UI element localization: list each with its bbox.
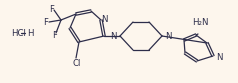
Text: F: F bbox=[44, 18, 49, 26]
Text: Cl: Cl bbox=[73, 59, 81, 67]
Text: N: N bbox=[110, 32, 117, 41]
Text: F: F bbox=[53, 30, 57, 40]
Text: H₂N: H₂N bbox=[192, 18, 208, 26]
Text: N: N bbox=[101, 15, 107, 23]
Text: H: H bbox=[27, 28, 34, 38]
Text: N: N bbox=[216, 53, 223, 62]
Text: F: F bbox=[50, 4, 55, 14]
Text: HCl: HCl bbox=[11, 28, 26, 38]
Text: N: N bbox=[165, 32, 172, 41]
